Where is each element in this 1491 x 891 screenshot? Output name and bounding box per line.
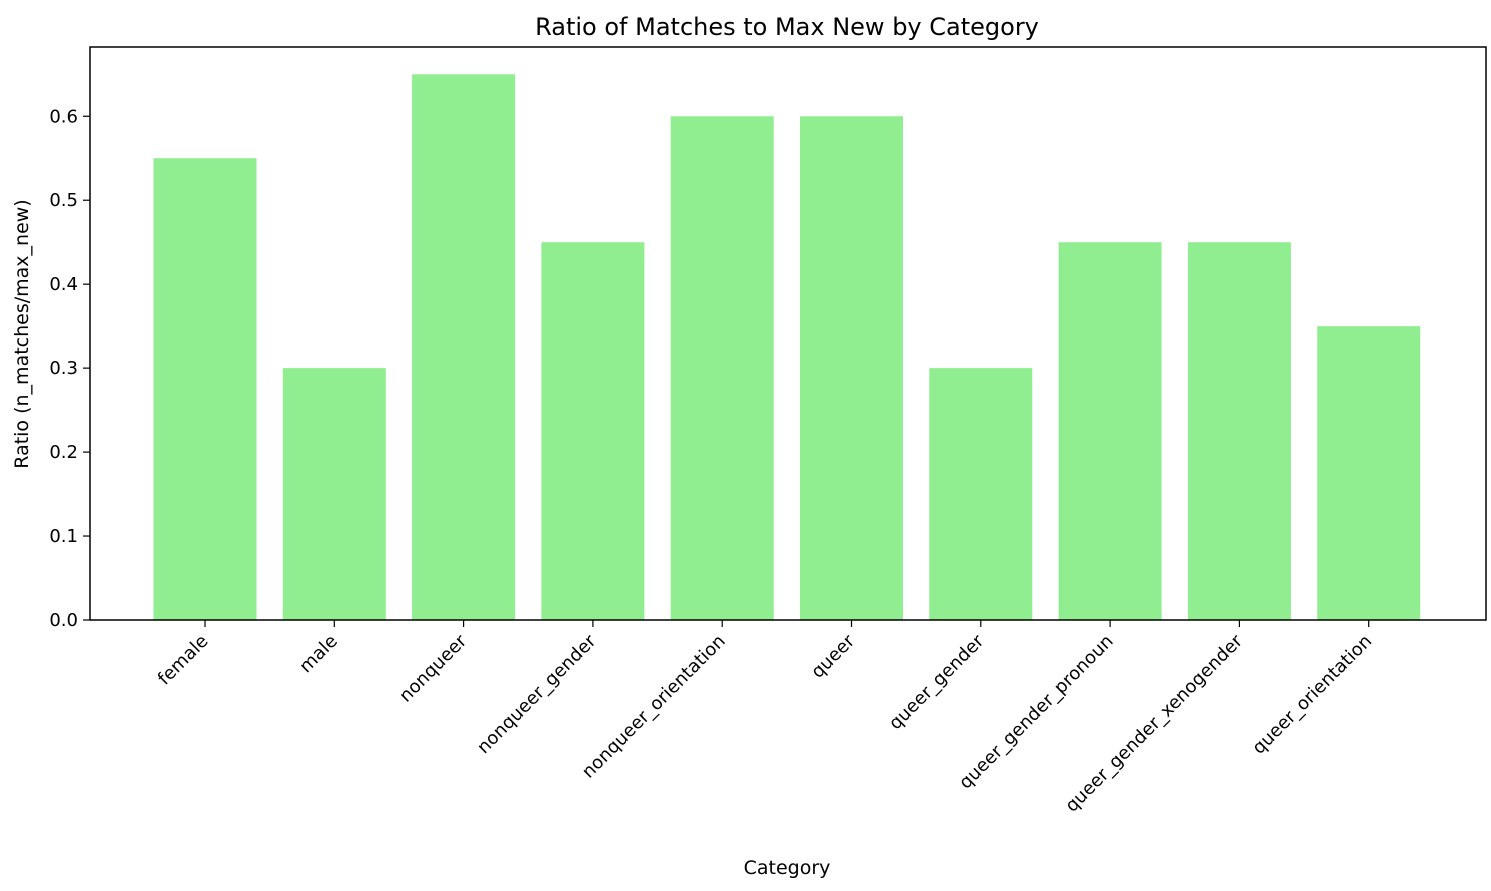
bar-queer_gender	[929, 368, 1033, 620]
bar-queer_gender_xenogender	[1187, 242, 1291, 620]
x-tick-label-male: male	[295, 631, 341, 677]
y-tick-label: 0.0	[49, 610, 78, 631]
bar-queer_gender_pronoun	[1058, 242, 1162, 620]
x-tick-label-queer_gender: queer_gender	[885, 630, 989, 734]
y-tick-label: 0.1	[49, 526, 78, 547]
y-tick-label: 0.5	[49, 190, 78, 211]
bar-nonqueer	[412, 74, 516, 621]
bar-nonqueer_gender	[541, 242, 645, 620]
y-axis: 0.0 0.1 0.2 0.3 0.4 0.5 0.6	[49, 106, 90, 631]
x-axis-label: Category	[744, 857, 831, 879]
y-axis-label: Ratio (n_matches/max_new)	[11, 199, 33, 468]
y-tick-label: 0.2	[49, 442, 78, 463]
plot-frame	[89, 46, 1487, 621]
x-tick-label-nonqueer_gender: nonqueer_gender	[473, 630, 601, 758]
bars-layer	[153, 74, 1421, 621]
bar-female	[153, 158, 257, 621]
x-tick-label-nonqueer: nonqueer	[395, 630, 471, 706]
x-tick-label-female: female	[154, 631, 213, 690]
bar-queer	[800, 116, 903, 620]
y-tick-label: 0.3	[49, 358, 78, 379]
bar-male	[282, 368, 386, 620]
bar-queer_orientation	[1317, 326, 1421, 620]
x-tick-label-nonqueer_orientation: nonqueer_orientation	[578, 631, 730, 783]
bar-nonqueer_orientation	[670, 116, 774, 620]
x-tick-label-queer: queer	[807, 630, 859, 682]
y-tick-label: 0.4	[49, 274, 78, 295]
x-axis: female male nonqueer nonqueer_gendernonquee…	[154, 620, 1376, 816]
x-tick-label-queer_orientation: queer_orientation	[1248, 631, 1376, 759]
y-tick-label: 0.6	[49, 106, 78, 127]
chart-title: Ratio of Matches to Max New by Category	[535, 13, 1039, 41]
